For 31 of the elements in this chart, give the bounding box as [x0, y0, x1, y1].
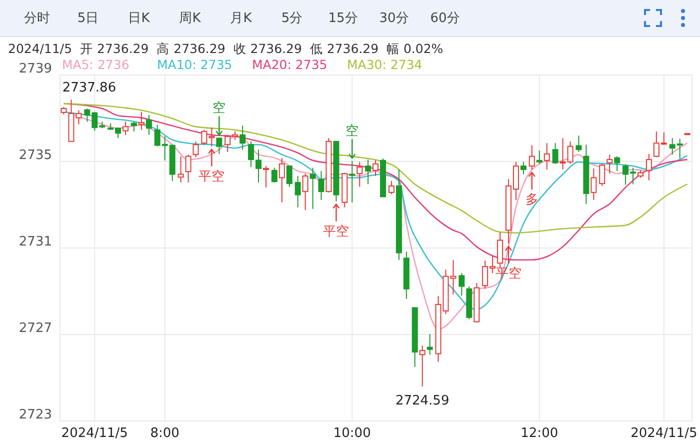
annotation: 空 [346, 124, 359, 140]
text: 30分 [378, 10, 410, 27]
text: 5日 [76, 10, 100, 27]
annotation: 多 [525, 192, 538, 208]
text: 5分 [280, 10, 304, 27]
text: MA20: 2735 [252, 57, 328, 72]
x-tick-label: 8:00 [150, 426, 180, 441]
text: 15分 [327, 10, 359, 27]
text: 60分 [429, 10, 461, 27]
annotation: 2737.86 [62, 80, 116, 96]
text: MA10: 2735 [157, 57, 234, 72]
annotation: 平空 [323, 224, 350, 240]
text: 分时 [23, 10, 51, 27]
text: MA30: 2734 [347, 57, 424, 72]
x-tick-label: 2024/11/5 [61, 426, 128, 441]
annotation: 2724.59 [395, 394, 450, 409]
text: MA5: 2736 [62, 57, 130, 72]
x-tick-label: 2024/11/5 [630, 426, 698, 441]
y-tick-label: 2731 [18, 234, 52, 250]
annotation: 平空 [198, 169, 225, 184]
text: 月K [229, 10, 253, 27]
chart-subtitle: 2024/11/5 开 2736.29 高 2736.29 收 2736.29 低 2736.29 幅 0.02% [8, 41, 444, 58]
y-tick-label: 2735 [18, 148, 52, 164]
text: 日K [127, 10, 151, 27]
annotation: 空 [212, 101, 226, 116]
y-tick-label: 2723 [18, 408, 52, 423]
x-tick-label: 12:00 [520, 426, 558, 441]
text: 周K [178, 10, 202, 27]
y-tick-label: 2739 [18, 62, 52, 77]
x-tick-label: 10:00 [333, 426, 371, 441]
y-tick-label: 2727 [18, 321, 52, 336]
